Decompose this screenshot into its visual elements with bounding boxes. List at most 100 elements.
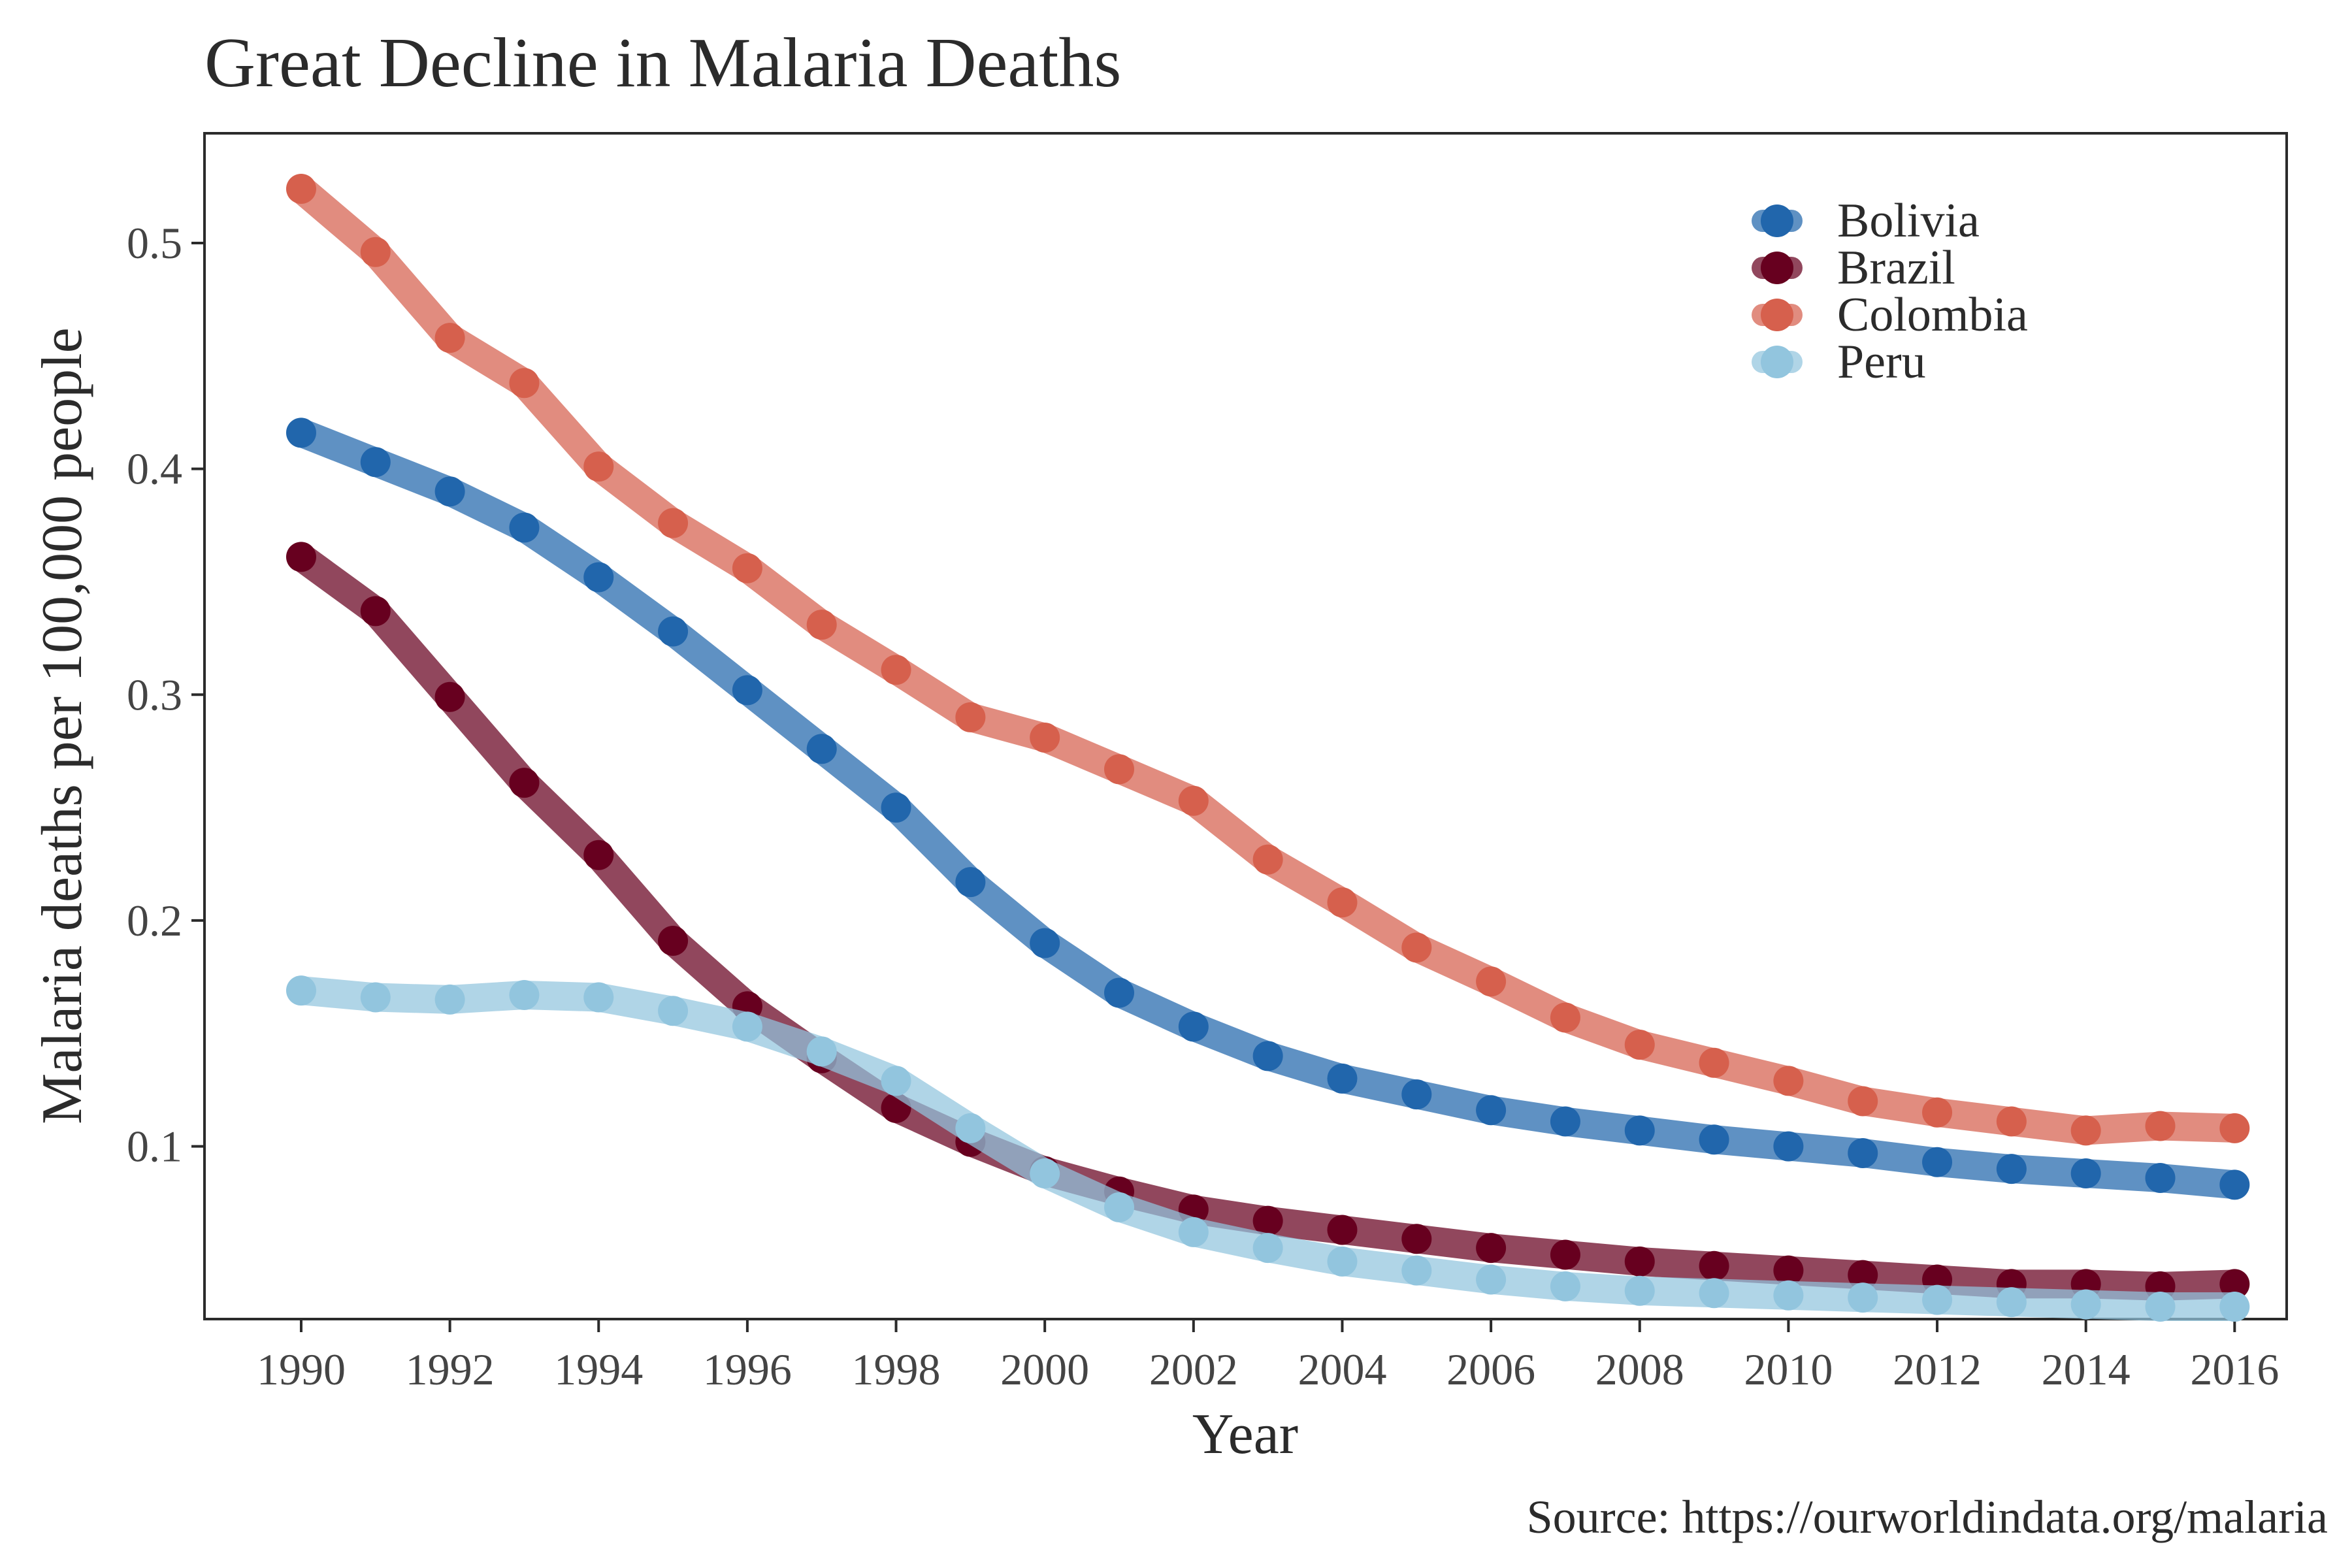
data-point xyxy=(286,975,316,1006)
series-layer xyxy=(286,174,2250,1322)
data-point xyxy=(1550,1106,1580,1137)
data-point xyxy=(806,1036,837,1067)
data-point xyxy=(286,542,316,572)
data-point xyxy=(1476,1095,1507,1126)
data-point xyxy=(955,1113,986,1143)
data-point xyxy=(1699,1047,1729,1078)
data-point xyxy=(2145,1111,2176,1141)
x-tick-label: 2002 xyxy=(1149,1345,1238,1394)
data-point xyxy=(583,451,614,482)
legend-item-bolivia: Bolivia xyxy=(1752,194,1980,248)
data-point xyxy=(1178,1217,1209,1247)
data-point xyxy=(1252,1205,1283,1236)
data-point xyxy=(286,417,316,448)
legend-key-point xyxy=(1761,204,1793,237)
data-point xyxy=(1624,1275,1655,1306)
legend-key-point xyxy=(1761,252,1793,284)
data-point xyxy=(286,174,316,204)
y-tick-label: 0.3 xyxy=(127,670,182,719)
data-point xyxy=(1922,1097,1953,1128)
data-point xyxy=(1252,844,1283,875)
y-tick-label: 0.4 xyxy=(127,444,182,494)
data-point xyxy=(1327,1215,1358,1245)
data-point xyxy=(1922,1284,1953,1315)
x-tick-label: 2014 xyxy=(2042,1345,2131,1394)
data-point xyxy=(1104,1192,1135,1222)
legend-key-point xyxy=(1761,346,1793,378)
data-point xyxy=(1401,1079,1432,1110)
data-point xyxy=(1922,1147,1953,1177)
data-point xyxy=(1699,1278,1729,1309)
data-point xyxy=(881,1066,911,1096)
legend-item-brazil: Brazil xyxy=(1752,241,1955,295)
x-tick-label: 2006 xyxy=(1446,1345,1535,1394)
data-point xyxy=(658,616,689,647)
data-point xyxy=(1996,1106,2027,1137)
data-point xyxy=(1773,1131,1804,1162)
x-axis-title: Year xyxy=(1192,1403,1298,1466)
data-point xyxy=(955,867,986,898)
data-point xyxy=(732,1011,762,1042)
data-point xyxy=(1030,722,1060,753)
data-point xyxy=(806,610,837,640)
data-point xyxy=(1327,1246,1358,1277)
data-point xyxy=(1624,1030,1655,1060)
data-point xyxy=(1550,1002,1580,1033)
data-point xyxy=(1848,1137,1878,1168)
data-point xyxy=(1104,754,1135,785)
chart-caption: Source: https://ourworldindata.org/malar… xyxy=(1527,1491,2328,1543)
legend-label: Brazil xyxy=(1837,241,1955,295)
data-point xyxy=(1848,1260,1878,1290)
legend-key-point xyxy=(1761,299,1793,331)
data-point xyxy=(434,681,465,712)
legend-item-peru: Peru xyxy=(1752,335,1926,389)
data-point xyxy=(434,323,465,353)
x-tick-label: 2010 xyxy=(1744,1345,1833,1394)
data-point xyxy=(1996,1287,2027,1318)
x-tick-label: 1996 xyxy=(703,1345,792,1394)
data-point xyxy=(1848,1086,1878,1117)
data-point xyxy=(2219,1113,2250,1143)
y-tick-label: 0.1 xyxy=(127,1122,182,1171)
data-point xyxy=(509,979,540,1010)
data-point xyxy=(1476,1264,1507,1295)
x-tick-label: 2004 xyxy=(1298,1345,1386,1394)
series-colombia xyxy=(286,174,2250,1146)
y-tick-label: 0.2 xyxy=(127,896,182,945)
x-tick-label: 2016 xyxy=(2190,1345,2279,1394)
data-point xyxy=(1550,1239,1580,1270)
data-point xyxy=(806,734,837,764)
data-point xyxy=(1104,977,1135,1008)
data-point xyxy=(1476,1233,1507,1264)
legend-label: Peru xyxy=(1837,335,1926,389)
data-point xyxy=(1178,785,1209,816)
data-point xyxy=(509,368,540,399)
data-point xyxy=(881,792,911,823)
data-point xyxy=(434,984,465,1015)
legend-item-colombia: Colombia xyxy=(1752,288,2028,342)
y-tick-label: 0.5 xyxy=(127,218,182,268)
data-point xyxy=(732,675,762,706)
data-point xyxy=(955,702,986,732)
data-point xyxy=(583,562,614,593)
data-point xyxy=(2145,1162,2176,1193)
data-point xyxy=(1996,1154,2027,1184)
data-point xyxy=(583,982,614,1013)
x-tick-label: 1992 xyxy=(406,1345,495,1394)
data-point xyxy=(1178,1011,1209,1042)
data-point xyxy=(1699,1124,1729,1155)
data-point xyxy=(2219,1291,2250,1322)
data-point xyxy=(1773,1255,1804,1286)
data-point xyxy=(360,982,391,1013)
data-point xyxy=(658,508,689,538)
data-point xyxy=(434,476,465,507)
data-point xyxy=(1030,928,1060,958)
data-point xyxy=(1401,1255,1432,1286)
data-point xyxy=(881,655,911,685)
data-point xyxy=(509,768,540,798)
data-point xyxy=(1848,1282,1878,1313)
x-tick-label: 1994 xyxy=(554,1345,643,1394)
data-point xyxy=(2219,1169,2250,1200)
y-axis: 0.1 0.2 0.3 0.4 0.5 xyxy=(127,218,204,1171)
